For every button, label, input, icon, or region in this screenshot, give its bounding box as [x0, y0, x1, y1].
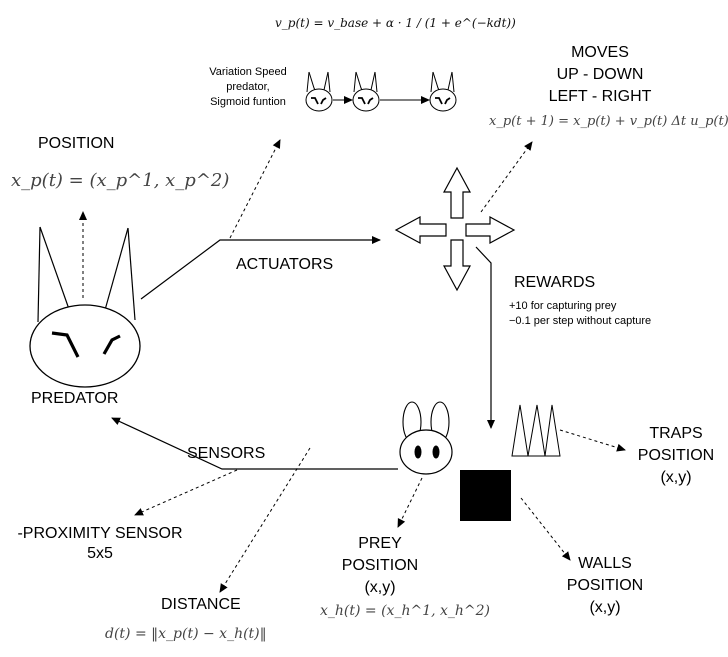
arrow-up-icon [442, 166, 472, 219]
prey-line-1: PREY [358, 535, 402, 552]
traps-icon [511, 404, 561, 457]
direction-arrows-icon [394, 166, 516, 292]
actuators-speed-arrow [229, 139, 281, 239]
small-predator-3 [429, 71, 457, 112]
walls-line-1: WALLS [578, 555, 632, 572]
wall-block [460, 470, 511, 521]
predator-label: PREDATOR [31, 390, 119, 407]
actuators-label: ACTUATORS [236, 256, 334, 273]
proximity-line-2: 5x5 [87, 545, 113, 562]
distance-formula: d(t) = ‖x_p(t) − x_h(t)‖ [105, 626, 267, 642]
arrow-left-icon [394, 215, 447, 245]
moves-line-1: MOVES [571, 44, 629, 61]
prey-icon [399, 401, 453, 475]
walls-position-label: WALLS POSITION (x,y) [555, 553, 655, 619]
variation-line-3: Sigmoid funtion [210, 96, 286, 108]
predator-icon [29, 226, 141, 388]
arrow-right-icon [465, 215, 516, 245]
sensors-arrow [111, 417, 398, 470]
small-predator-1 [305, 71, 333, 112]
rewards-line-1: +10 for capturing prey [509, 300, 617, 312]
variation-line-1: Variation Speed [209, 66, 287, 78]
rewards-details: +10 for capturing prey −0.1 per step wit… [509, 299, 651, 329]
predator-position-formula: x_p(t) = (x_p^1, x_p^2) [11, 170, 230, 191]
proximity-arrow [134, 469, 238, 516]
variation-speed-label: Variation Speed predator, Sigmoid funtio… [203, 65, 293, 110]
rewards-arrow [475, 246, 495, 429]
speed-formula: v_p(t) = v_base + α · 1 / (1 + e^(−kdt)) [275, 16, 516, 30]
prey-position-formula: x_h(t) = (x_h^1, x_h^2) [320, 603, 491, 619]
moves-formula: x_p(t + 1) = x_p(t) + v_p(t) Δt u_p(t), [489, 114, 728, 129]
prey-position-label: PREY POSITION (x,y) [330, 533, 430, 599]
small-predator-2 [352, 71, 380, 112]
walls-line-3: (x,y) [589, 599, 621, 616]
proximity-sensor-label: -PROXIMITY SENSOR 5x5 [0, 524, 200, 564]
arrow-down-icon [442, 239, 472, 292]
distance-arrow [219, 447, 311, 593]
prey-line-2: POSITION [341, 557, 419, 574]
traps-position-arrow [559, 429, 626, 452]
traps-position-label: TRAPS POSITION (x,y) [626, 423, 726, 489]
moves-line-2: UP - DOWN [556, 66, 644, 83]
rewards-line-2: −0.1 per step without capture [509, 315, 652, 327]
distance-label: DISTANCE [161, 596, 241, 613]
prey-position-arrow [397, 477, 423, 528]
position-title: POSITION [38, 135, 115, 152]
traps-line-2: POSITION [637, 447, 715, 464]
walls-line-2: POSITION [566, 577, 644, 594]
rewards-title: REWARDS [514, 274, 596, 291]
variation-line-2: predator, [226, 81, 270, 93]
traps-line-3: (x,y) [660, 469, 692, 486]
proximity-line-1: -PROXIMITY SENSOR [17, 525, 183, 542]
moves-line-3: LEFT - RIGHT [548, 88, 652, 105]
traps-line-1: TRAPS [649, 425, 703, 442]
actuators-arrow [140, 236, 381, 300]
walls-position-arrow [520, 497, 571, 561]
moves-label: MOVES UP - DOWN LEFT - RIGHT [525, 42, 675, 108]
prey-line-3: (x,y) [364, 579, 396, 596]
moves-arrow [480, 141, 533, 213]
sensors-label: SENSORS [187, 445, 266, 462]
